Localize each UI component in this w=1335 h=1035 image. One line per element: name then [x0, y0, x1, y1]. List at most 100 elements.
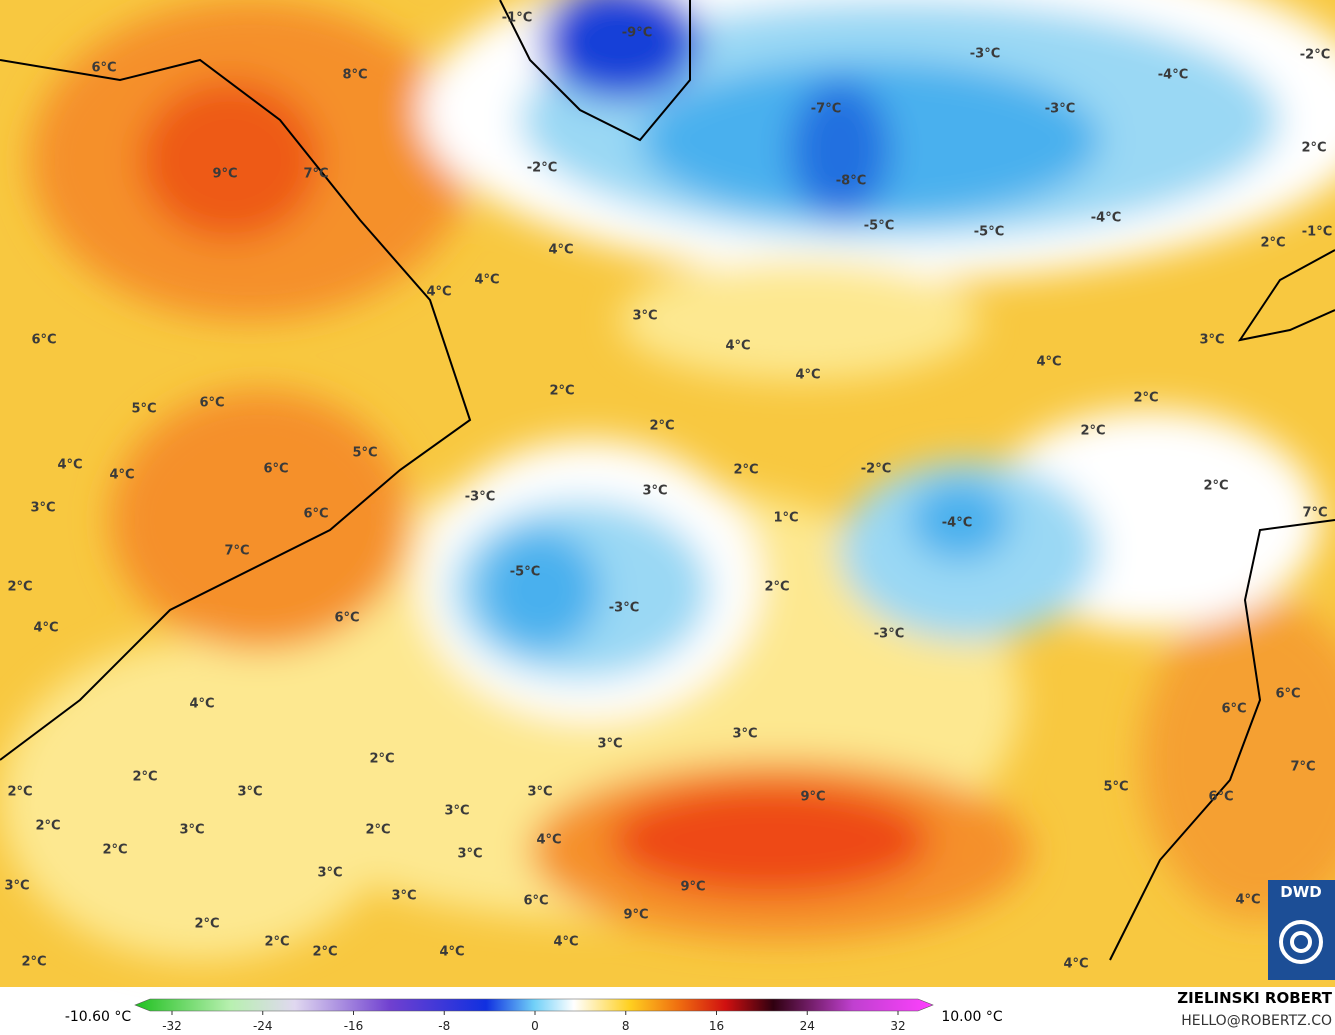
colorbar-tick-label: 24: [800, 1019, 815, 1033]
temp-label: 2°C: [7, 580, 32, 595]
temp-label: 2°C: [21, 955, 46, 970]
temp-label: 6°C: [1275, 687, 1300, 702]
temp-label: 6°C: [91, 61, 116, 76]
temp-label: 9°C: [623, 908, 648, 923]
temp-label: 4°C: [57, 458, 82, 473]
temp-label: 7°C: [224, 544, 249, 559]
temp-label: -4°C: [942, 516, 972, 531]
temp-label: 4°C: [1063, 957, 1088, 972]
temp-label: 4°C: [33, 621, 58, 636]
temp-label: -8°C: [836, 174, 866, 189]
temp-label: 9°C: [212, 167, 237, 182]
temp-label: 2°C: [7, 785, 32, 800]
temp-label: -1°C: [1302, 225, 1332, 240]
temp-label: 5°C: [1103, 780, 1128, 795]
temp-label: 6°C: [334, 611, 359, 626]
temp-label: 2°C: [369, 752, 394, 767]
temp-label: 2°C: [764, 580, 789, 595]
temp-label: 2°C: [549, 384, 574, 399]
temp-label: 4°C: [553, 935, 578, 950]
temp-label: 2°C: [264, 935, 289, 950]
temp-label: 2°C: [132, 770, 157, 785]
temp-label: 2°C: [1133, 391, 1158, 406]
temp-label: 9°C: [680, 880, 705, 895]
temp-label: 4°C: [109, 468, 134, 483]
colorbar-scale: [134, 998, 934, 1012]
temp-label: -4°C: [1091, 211, 1121, 226]
temp-label: 2°C: [1260, 236, 1285, 251]
temp-label: -3°C: [609, 601, 639, 616]
temp-label: 3°C: [642, 484, 667, 499]
temp-label: -1°C: [502, 11, 532, 26]
temp-label: 7°C: [303, 167, 328, 182]
temp-label: 3°C: [179, 823, 204, 838]
temp-label: 6°C: [523, 894, 548, 909]
temp-label: 3°C: [237, 785, 262, 800]
colorbar-tick-label: 16: [709, 1019, 724, 1033]
temp-label: 6°C: [1221, 702, 1246, 717]
colorbar-tick-label: 0: [531, 1019, 539, 1033]
temp-label: 3°C: [732, 727, 757, 742]
temp-label: 2°C: [649, 419, 674, 434]
temp-label: 6°C: [303, 507, 328, 522]
temp-label: 4°C: [795, 368, 820, 383]
temperature-labels: -9°C -1°C -3°C -4°C -2°C -7°C -3°C 2°C -2°C -8°C -…: [4, 11, 1332, 972]
temp-label: 3°C: [597, 737, 622, 752]
temp-label: 2°C: [1203, 479, 1228, 494]
temp-label: 1°C: [773, 511, 798, 526]
temp-label: 4°C: [1036, 355, 1061, 370]
temp-label: -5°C: [864, 219, 894, 234]
map-field: [0, 0, 1335, 987]
colorbar-tick-label: -16: [344, 1019, 364, 1033]
temp-label: 3°C: [527, 785, 552, 800]
temp-label: -7°C: [811, 102, 841, 117]
temp-label: -3°C: [874, 627, 904, 642]
temp-label: 5°C: [352, 446, 377, 461]
temp-label: 6°C: [199, 396, 224, 411]
temp-label: -2°C: [861, 462, 891, 477]
credit-contact: HELLO@ROBERTZ.CO: [1181, 1013, 1332, 1029]
temp-label: 8°C: [342, 68, 367, 83]
logo-text: DWD: [1280, 883, 1321, 901]
temp-label: -5°C: [510, 565, 540, 580]
temp-label: 6°C: [263, 462, 288, 477]
temp-label: 4°C: [536, 833, 561, 848]
temp-label: 3°C: [391, 889, 416, 904]
temp-label: 3°C: [4, 879, 29, 894]
temp-label: 3°C: [30, 501, 55, 516]
temp-label: 6°C: [31, 333, 56, 348]
credit-author: ZIELINSKI ROBERT: [1177, 989, 1332, 1007]
dwd-logo: DWD: [1268, 880, 1335, 980]
temp-label: 4°C: [439, 945, 464, 960]
temp-label: 5°C: [131, 402, 156, 417]
temp-label: 2°C: [733, 463, 758, 478]
colorbar-tick-label: -24: [253, 1019, 273, 1033]
temp-label: 4°C: [725, 339, 750, 354]
temp-label: -4°C: [1158, 68, 1188, 83]
temp-label: 2°C: [312, 945, 337, 960]
colorbar-min: -10.60 °C: [65, 1009, 132, 1025]
temp-label: -3°C: [1045, 102, 1075, 117]
temp-label: -5°C: [974, 225, 1004, 240]
temp-label: 3°C: [444, 804, 469, 819]
temp-label: 4°C: [548, 243, 573, 258]
temp-label: -3°C: [465, 490, 495, 505]
temp-label: 7°C: [1290, 760, 1315, 775]
temp-label: -2°C: [527, 161, 557, 176]
temp-label: -2°C: [1300, 48, 1330, 63]
temp-label: 4°C: [474, 273, 499, 288]
temp-label: 4°C: [189, 697, 214, 712]
colorbar-tick-label: 8: [622, 1019, 630, 1033]
colorbar-max: 10.00 °C: [941, 1009, 1003, 1025]
temp-label: 2°C: [365, 823, 390, 838]
temp-label: 2°C: [1080, 424, 1105, 439]
temp-label: 4°C: [426, 285, 451, 300]
colorbar-tick-label: 32: [890, 1019, 905, 1033]
colorbar-tick-label: -8: [438, 1019, 450, 1033]
colorbar: -10.60 °C 10.00 °C -32 -24 -16 -8 0 8 16 24 32: [65, 998, 1003, 1033]
temp-label: 2°C: [35, 819, 60, 834]
temp-label: 2°C: [194, 917, 219, 932]
temp-label: 2°C: [102, 843, 127, 858]
temp-label: 3°C: [632, 309, 657, 324]
